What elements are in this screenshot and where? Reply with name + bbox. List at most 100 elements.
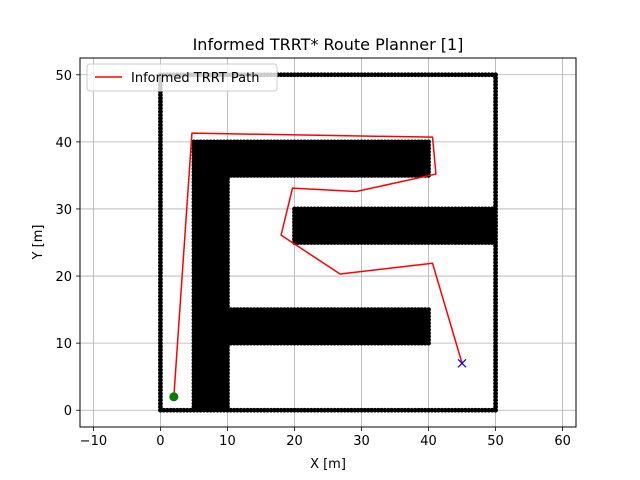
obstacle-point xyxy=(362,320,368,326)
obstacle-point xyxy=(305,152,311,158)
obstacle-point xyxy=(204,270,210,276)
obstacle-point xyxy=(221,206,227,212)
obstacle-point xyxy=(215,283,220,289)
obstacle-point xyxy=(402,334,408,339)
obstacle-point xyxy=(342,323,348,329)
obstacle-point xyxy=(392,407,398,413)
obstacle-point xyxy=(198,206,204,212)
obstacle-point xyxy=(275,323,281,329)
obstacle-point xyxy=(422,139,428,145)
obstacle-point xyxy=(345,337,351,343)
obstacle-point xyxy=(158,293,163,299)
obstacle-point xyxy=(359,206,364,212)
obstacle-point xyxy=(208,320,214,326)
x-tick-label: 60 xyxy=(554,434,571,449)
obstacle-point xyxy=(211,260,217,266)
obstacle-point xyxy=(315,320,321,326)
obstacle-point xyxy=(198,287,204,292)
obstacle-point xyxy=(493,209,498,215)
obstacle-point xyxy=(422,310,428,316)
obstacle-point xyxy=(382,226,388,232)
obstacle-point xyxy=(486,236,492,242)
obstacle-point xyxy=(235,313,240,319)
obstacle-point xyxy=(271,323,277,329)
obstacle-point xyxy=(225,166,230,172)
obstacle-point xyxy=(305,213,311,219)
obstacle-point xyxy=(241,334,247,339)
obstacle-point xyxy=(339,142,344,148)
obstacle-point xyxy=(372,233,378,239)
obstacle-point xyxy=(362,313,368,319)
obstacle-point xyxy=(409,166,415,172)
obstacle-point xyxy=(379,320,385,326)
obstacle-point xyxy=(191,303,197,309)
obstacle-point xyxy=(352,146,358,151)
obstacle-point xyxy=(225,404,230,410)
obstacle-point xyxy=(302,407,307,413)
obstacle-point xyxy=(221,337,227,343)
obstacle-point xyxy=(365,72,371,78)
obstacle-point xyxy=(432,230,438,235)
obstacle-point xyxy=(245,146,250,151)
obstacle-point xyxy=(292,310,297,316)
obstacle-point xyxy=(312,334,317,339)
obstacle-point xyxy=(345,219,351,225)
obstacle-point xyxy=(271,149,277,155)
obstacle-point xyxy=(446,219,452,225)
obstacle-point xyxy=(204,303,210,309)
obstacle-point xyxy=(382,142,388,148)
obstacle-point xyxy=(158,243,163,249)
obstacle-point xyxy=(352,206,358,212)
obstacle-point xyxy=(225,159,230,165)
obstacle-point xyxy=(295,139,301,145)
obstacle-point xyxy=(255,149,261,155)
obstacle-point xyxy=(493,206,498,212)
obstacle-point xyxy=(221,317,227,323)
obstacle-point xyxy=(349,334,354,339)
obstacle-point xyxy=(204,360,210,366)
obstacle-point xyxy=(225,387,230,393)
obstacle-point xyxy=(235,323,240,329)
obstacle-point xyxy=(285,169,291,175)
obstacle-point xyxy=(419,152,425,158)
obstacle-point xyxy=(392,166,398,172)
obstacle-point xyxy=(221,253,227,259)
obstacle-point xyxy=(235,169,240,175)
obstacle-point xyxy=(221,183,227,188)
obstacle-point xyxy=(355,310,361,316)
obstacle-point xyxy=(339,146,344,151)
obstacle-point xyxy=(158,99,163,105)
obstacle-point xyxy=(248,334,254,339)
obstacle-point xyxy=(278,330,284,336)
obstacle-point xyxy=(345,226,351,232)
obstacle-point xyxy=(493,330,498,336)
obstacle-point xyxy=(225,156,230,162)
obstacle-point xyxy=(191,156,197,162)
obstacle-point xyxy=(349,337,354,343)
obstacle-point xyxy=(382,219,388,225)
obstacle-point xyxy=(308,159,314,165)
obstacle-point xyxy=(295,327,301,333)
obstacle-point xyxy=(379,219,385,225)
obstacle-point xyxy=(231,307,237,312)
obstacle-point xyxy=(419,223,425,229)
obstacle-point xyxy=(389,169,395,175)
obstacle-point xyxy=(218,149,224,155)
obstacle-point xyxy=(355,236,361,242)
obstacle-point xyxy=(365,169,371,175)
obstacle-point xyxy=(194,280,200,286)
obstacle-point xyxy=(486,240,492,245)
obstacle-point xyxy=(191,146,197,151)
obstacle-point xyxy=(439,230,445,235)
obstacle-point xyxy=(208,344,214,349)
obstacle-point xyxy=(392,340,398,346)
obstacle-point xyxy=(493,152,498,158)
obstacle-point xyxy=(231,340,237,346)
obstacle-point xyxy=(305,230,311,235)
obstacle-point xyxy=(489,216,495,222)
obstacle-point xyxy=(315,166,321,172)
obstacle-point xyxy=(406,226,411,232)
obstacle-point xyxy=(194,387,200,393)
obstacle-point xyxy=(315,169,321,175)
obstacle-point xyxy=(194,250,200,255)
